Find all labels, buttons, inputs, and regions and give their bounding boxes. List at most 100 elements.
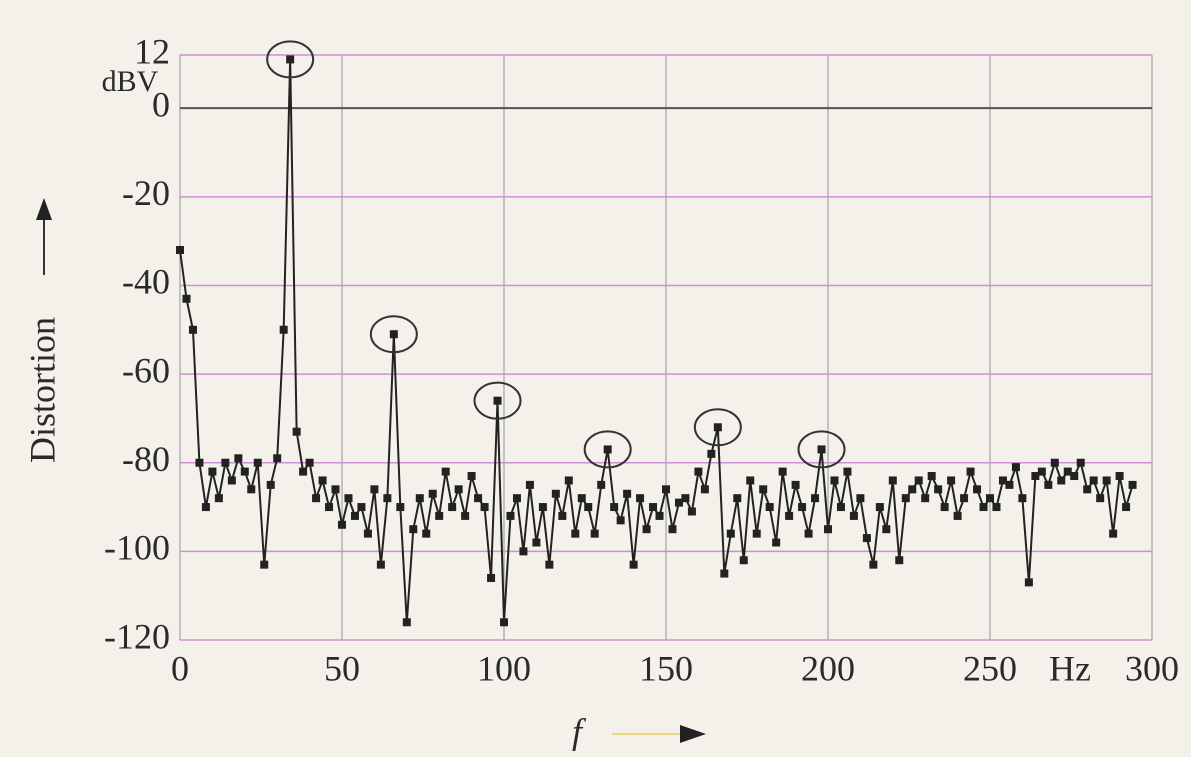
data-point [415,494,424,503]
data-point [532,538,541,547]
series-line [179,59,1134,623]
data-point [623,489,632,498]
peak-circle [266,40,315,79]
data-point [1096,494,1105,503]
data-point [1109,529,1118,538]
data-point [726,529,735,538]
data-point [629,560,638,569]
data-point [765,503,774,512]
data-point [1057,476,1066,485]
data-point [480,503,489,512]
y-arrow-head [36,198,52,220]
data-point [519,547,528,556]
data-point [253,458,262,467]
data-point [824,525,832,534]
x-arrow-head [680,725,706,743]
y-tick-label: -40 [122,262,170,302]
data-point [610,503,619,512]
data-point [849,511,858,520]
data-point [422,529,431,538]
data-point [992,503,1001,512]
x-tick-label: 0 [171,648,189,688]
data-point [778,467,787,476]
x-tick-label: 250 [963,648,1017,688]
data-point [947,476,956,485]
data-point [266,480,275,489]
data-point [901,494,910,503]
data-point [752,529,761,538]
y-tick-label: -20 [122,173,170,213]
data-point [966,467,975,476]
data-point [435,511,444,520]
data-point [221,458,230,467]
data-point [402,618,411,627]
data-point [176,246,184,254]
data-point [227,476,236,485]
data-point [804,529,813,538]
data-point [506,511,515,520]
peak-circle [473,381,522,420]
data-point [208,467,217,476]
data-point [1031,472,1040,481]
data-point [182,294,191,303]
data-point [500,618,508,627]
x-tick-label: 200 [801,648,855,688]
data-point [642,525,651,534]
data-point [953,511,962,520]
data-point [428,489,437,498]
data-point [260,560,269,569]
data-point [1044,480,1053,489]
x-tick-label: 150 [639,648,693,688]
data-point [551,489,560,498]
data-point [882,525,891,534]
data-point [525,480,534,489]
data-point [1102,476,1111,485]
data-point [441,467,450,476]
data-point [869,560,878,569]
data-point [662,485,670,494]
data-point [700,485,709,494]
data-point [558,511,567,520]
data-point [299,467,308,476]
data-point [908,485,917,494]
data-point [247,485,256,494]
x-tick-label: 100 [477,648,531,688]
data-point [1115,472,1124,481]
data-point [1076,458,1085,467]
data-point [370,485,379,494]
data-point [188,325,197,334]
y-tick-label: -60 [122,350,170,390]
data-point [759,485,768,494]
data-point [545,560,554,569]
data-point [895,556,904,565]
x-tick-label: 300 [1125,648,1179,688]
data-point [331,485,340,494]
data-point [493,396,502,405]
data-point [389,330,398,339]
data-point [448,503,457,512]
data-point [279,325,288,334]
data-point [1050,458,1059,467]
data-point [1083,485,1092,494]
data-point [564,476,573,485]
data-point [597,480,606,489]
data-point [474,494,483,503]
data-point [811,494,820,503]
data-point [1024,578,1033,587]
data-point [772,538,781,547]
data-point [713,423,722,432]
data-point [843,467,852,476]
data-point [273,454,282,463]
data-point [856,494,865,503]
data-point [240,467,249,476]
data-point [1018,494,1027,503]
peak-circle [583,430,632,469]
data-point [1063,467,1072,476]
data-point [973,485,982,494]
data-point [325,503,334,512]
data-point [467,472,476,481]
data-point [830,476,839,485]
data-point [318,476,327,485]
data-point [798,503,807,512]
